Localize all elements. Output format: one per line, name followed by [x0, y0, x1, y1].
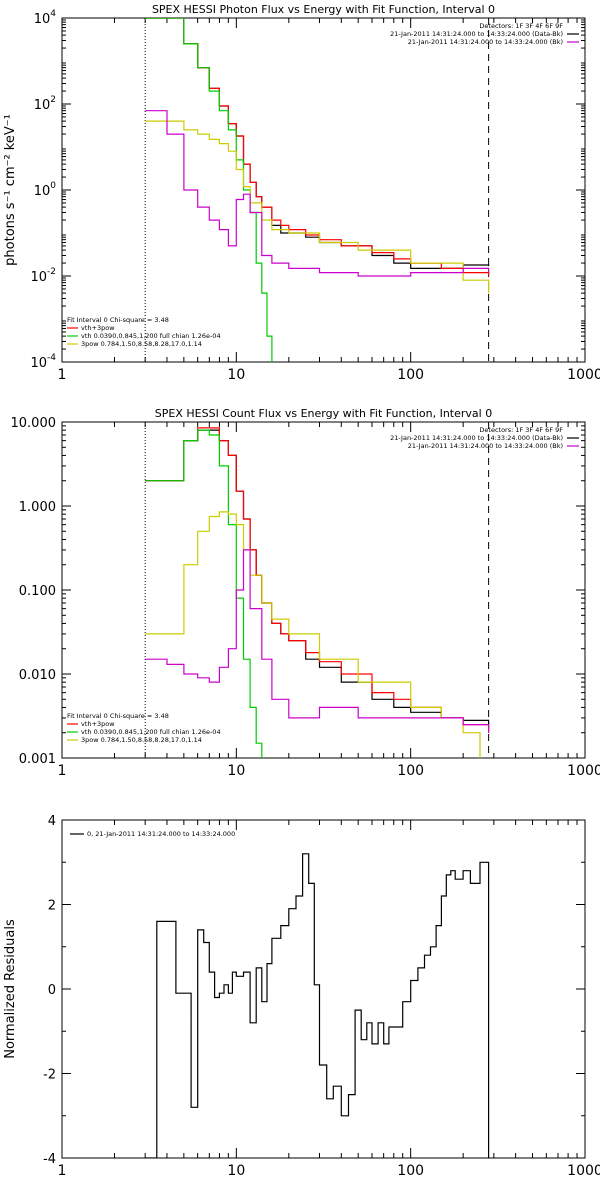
series-line-1 [145, 853, 490, 1158]
legend-right-text: Detectors: 1F 3F 4F 6F 9F [479, 22, 563, 30]
y-tick-label: 2 [48, 899, 56, 914]
series-line-2 [145, 427, 490, 733]
y-tick-label: 104 [34, 9, 57, 27]
y-tick-exponent: 2 [50, 95, 56, 105]
y-tick-label: 100 [34, 181, 57, 199]
series-group [145, 18, 490, 362]
x-tick-label: 100 [397, 367, 424, 383]
x-tick-label: 1000 [567, 763, 600, 779]
series-line-5 [145, 110, 490, 277]
y-tick-label: 0 [48, 983, 56, 998]
series-group [145, 853, 490, 1158]
x-tick-label: 1 [58, 763, 67, 779]
plot-frame [61, 17, 586, 363]
legend-left-header: Fit Interval 0 Chi-square = 3.48 [67, 316, 169, 324]
series-line-1 [145, 18, 490, 269]
legend-left-text: vth 0.0390,0.845,1.200 full chian 1.26e-… [81, 728, 221, 736]
legend-right-text: 21-Jan-2011 14:31:24.000 to 14:33:24.000… [390, 30, 563, 38]
y-tick-exponent: -2 [47, 267, 56, 277]
y-axis-label: photons s⁻¹ cm⁻² keV⁻¹ [3, 114, 18, 266]
x-tick-label: 10 [227, 763, 245, 779]
y-tick-base: 10 [30, 270, 47, 285]
legend-right-text: 21-Jan-2011 14:31:24.000 to 14:33:24.000… [390, 434, 563, 442]
legend-left-text: vth+3pow [81, 720, 115, 728]
x-tick-label: 10 [227, 367, 245, 383]
x-tick-label: 100 [397, 1163, 424, 1179]
legend-right-text: Detectors: 1F 3F 4F 6F 9F [479, 426, 563, 434]
series-group [145, 427, 490, 758]
plot-frame [61, 819, 586, 1159]
y-tick-exponent: 4 [50, 9, 56, 19]
legend-left-text: 3pow 0.784,1.50,8.58,8.28,17.0,1.14 [81, 736, 202, 744]
y-tick-label: 1.000 [19, 500, 56, 515]
x-tick-label: 1 [58, 367, 67, 383]
y-tick-label: 4 [48, 814, 56, 829]
y-tick-label: 10-4 [30, 353, 56, 371]
y-tick-label: 102 [34, 95, 56, 113]
y-tick-label: 0.010 [19, 668, 56, 683]
chart-panel-1: SPEX HESSI Photon Flux vs Energy with Fi… [3, 3, 600, 383]
y-tick-base: 10 [30, 356, 47, 371]
legend-left-text: vth+3pow [81, 324, 115, 332]
y-tick-label: 10.000 [11, 416, 57, 431]
y-tick-exponent: -4 [47, 353, 56, 363]
x-tick-label: 10 [227, 1163, 245, 1179]
legend-right-text: 21-Jan-2011 14:31:24.000 to 14:33:24.000… [408, 442, 563, 450]
y-tick-label: 10-2 [30, 267, 56, 285]
y-tick-label: 0.001 [19, 752, 56, 767]
legend-left-header: Fit Interval 0 Chi-square = 3.48 [67, 712, 169, 720]
series-line-3 [145, 429, 263, 758]
y-tick-label: -2 [43, 1068, 56, 1083]
x-tick-label: 100 [397, 763, 424, 779]
series-line-4 [145, 511, 481, 758]
series-line-5 [145, 549, 490, 733]
y-tick-label: -4 [43, 1152, 56, 1167]
y-tick-base: 10 [34, 12, 51, 27]
chart-title: SPEX HESSI Count Flux vs Energy with Fit… [155, 407, 492, 420]
legend-right-text: 21-Jan-2011 14:31:24.000 to 14:33:24.000… [408, 38, 563, 46]
x-tick-label: 1000 [567, 367, 600, 383]
series-line-2 [145, 18, 490, 276]
x-tick-label: 1000 [567, 1163, 600, 1179]
y-tick-exponent: 0 [50, 181, 56, 191]
chart-panel-2: SPEX HESSI Count Flux vs Energy with Fit… [11, 407, 600, 779]
series-line-1 [145, 429, 490, 725]
y-axis-label: Normalized Residuals [3, 919, 18, 1059]
legend-left-text: vth 0.0390,0.845,1.200 full chian 1.26e-… [81, 332, 221, 340]
y-tick-label: 0.100 [19, 584, 56, 599]
chart-title: SPEX HESSI Photon Flux vs Energy with Fi… [152, 3, 495, 16]
y-tick-base: 10 [34, 98, 51, 113]
legend-text: 0, 21-Jan-2011 14:31:24.000 to 14:33:24.… [87, 830, 235, 838]
series-line-3 [145, 18, 273, 362]
series-line-4 [145, 120, 490, 294]
y-tick-base: 10 [34, 184, 51, 199]
legend-left-text: 3pow 0.784,1.50,8.58,8.28,17.0,1.14 [81, 340, 202, 348]
chart-panel-3: 1 10 100 1000 4 2 0 -2 -4 Normalized Residuals 0, … [3, 814, 600, 1179]
x-tick-label: 1 [58, 1163, 67, 1179]
